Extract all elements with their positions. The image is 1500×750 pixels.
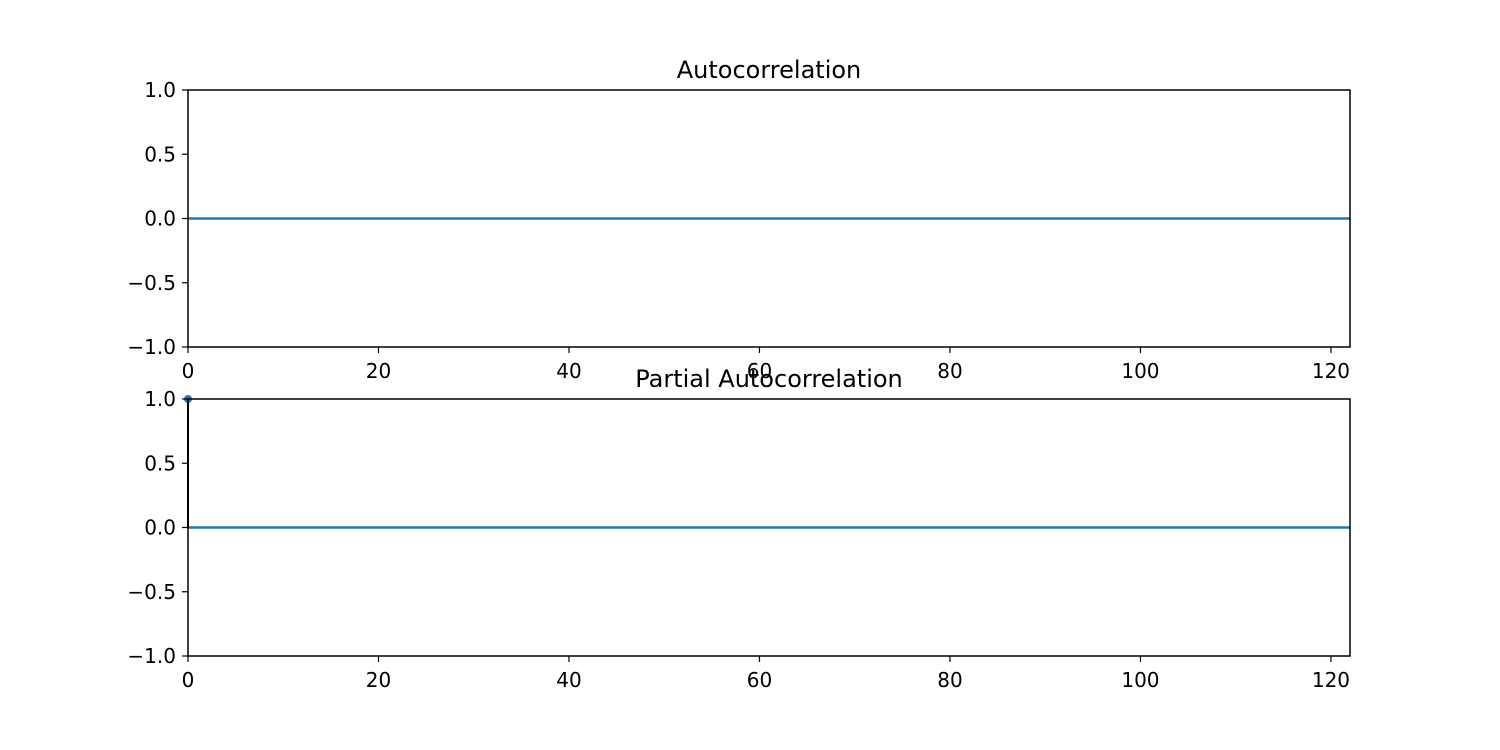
pacf-ytick-label-2: 0.0 <box>144 516 176 540</box>
acf-chart: Autocorrelation −1.0 −0.5 0.0 0.5 1.0 0 20 40 6… <box>127 56 1351 383</box>
acf-xtick-label-3: 60 <box>747 359 772 383</box>
acf-axes-frame <box>187 89 1351 348</box>
pacf-chart: Partial Autocorrelation −1.0 −0.5 0.0 0.5 1.… <box>127 365 1351 692</box>
pacf-title: Partial Autocorrelation <box>635 365 903 393</box>
pacf-xtick-label-6: 120 <box>1312 668 1350 692</box>
acf-xtick-label-4: 80 <box>937 359 962 383</box>
acf-x-axis: 0 20 40 60 80 100 120 <box>182 347 1350 383</box>
pacf-xtick-label-5: 100 <box>1121 668 1159 692</box>
acf-xtick-label-1: 20 <box>366 359 391 383</box>
acf-xtick-label-6: 120 <box>1312 359 1350 383</box>
pacf-xtick-label-2: 40 <box>556 668 581 692</box>
acf-xtick-label-0: 0 <box>182 359 195 383</box>
pacf-y-axis: −1.0 −0.5 0.0 0.5 1.0 <box>127 387 188 668</box>
pacf-x-axis: 0 20 40 60 80 100 120 <box>182 656 1350 692</box>
pacf-ytick-label-4: 1.0 <box>144 387 176 411</box>
acf-xtick-label-5: 100 <box>1121 359 1159 383</box>
acf-title: Autocorrelation <box>677 56 862 84</box>
pacf-ytick-label-1: −0.5 <box>127 580 176 604</box>
acf-ytick-label-4: 1.0 <box>144 78 176 102</box>
acf-y-axis: −1.0 −0.5 0.0 0.5 1.0 <box>127 78 188 359</box>
pacf-ytick-label-0: −1.0 <box>127 644 176 668</box>
pacf-ytick-label-3: 0.5 <box>144 451 176 475</box>
acf-xtick-label-2: 40 <box>556 359 581 383</box>
pacf-xtick-label-0: 0 <box>182 668 195 692</box>
acf-ytick-label-0: −1.0 <box>127 335 176 359</box>
acf-ytick-label-2: 0.0 <box>144 207 176 231</box>
acf-ytick-label-1: −0.5 <box>127 271 176 295</box>
pacf-xtick-label-4: 80 <box>937 668 962 692</box>
acf-ytick-label-3: 0.5 <box>144 142 176 166</box>
pacf-xtick-label-3: 60 <box>747 668 772 692</box>
pacf-xtick-label-1: 20 <box>366 668 391 692</box>
pacf-axes-frame <box>187 398 1351 657</box>
